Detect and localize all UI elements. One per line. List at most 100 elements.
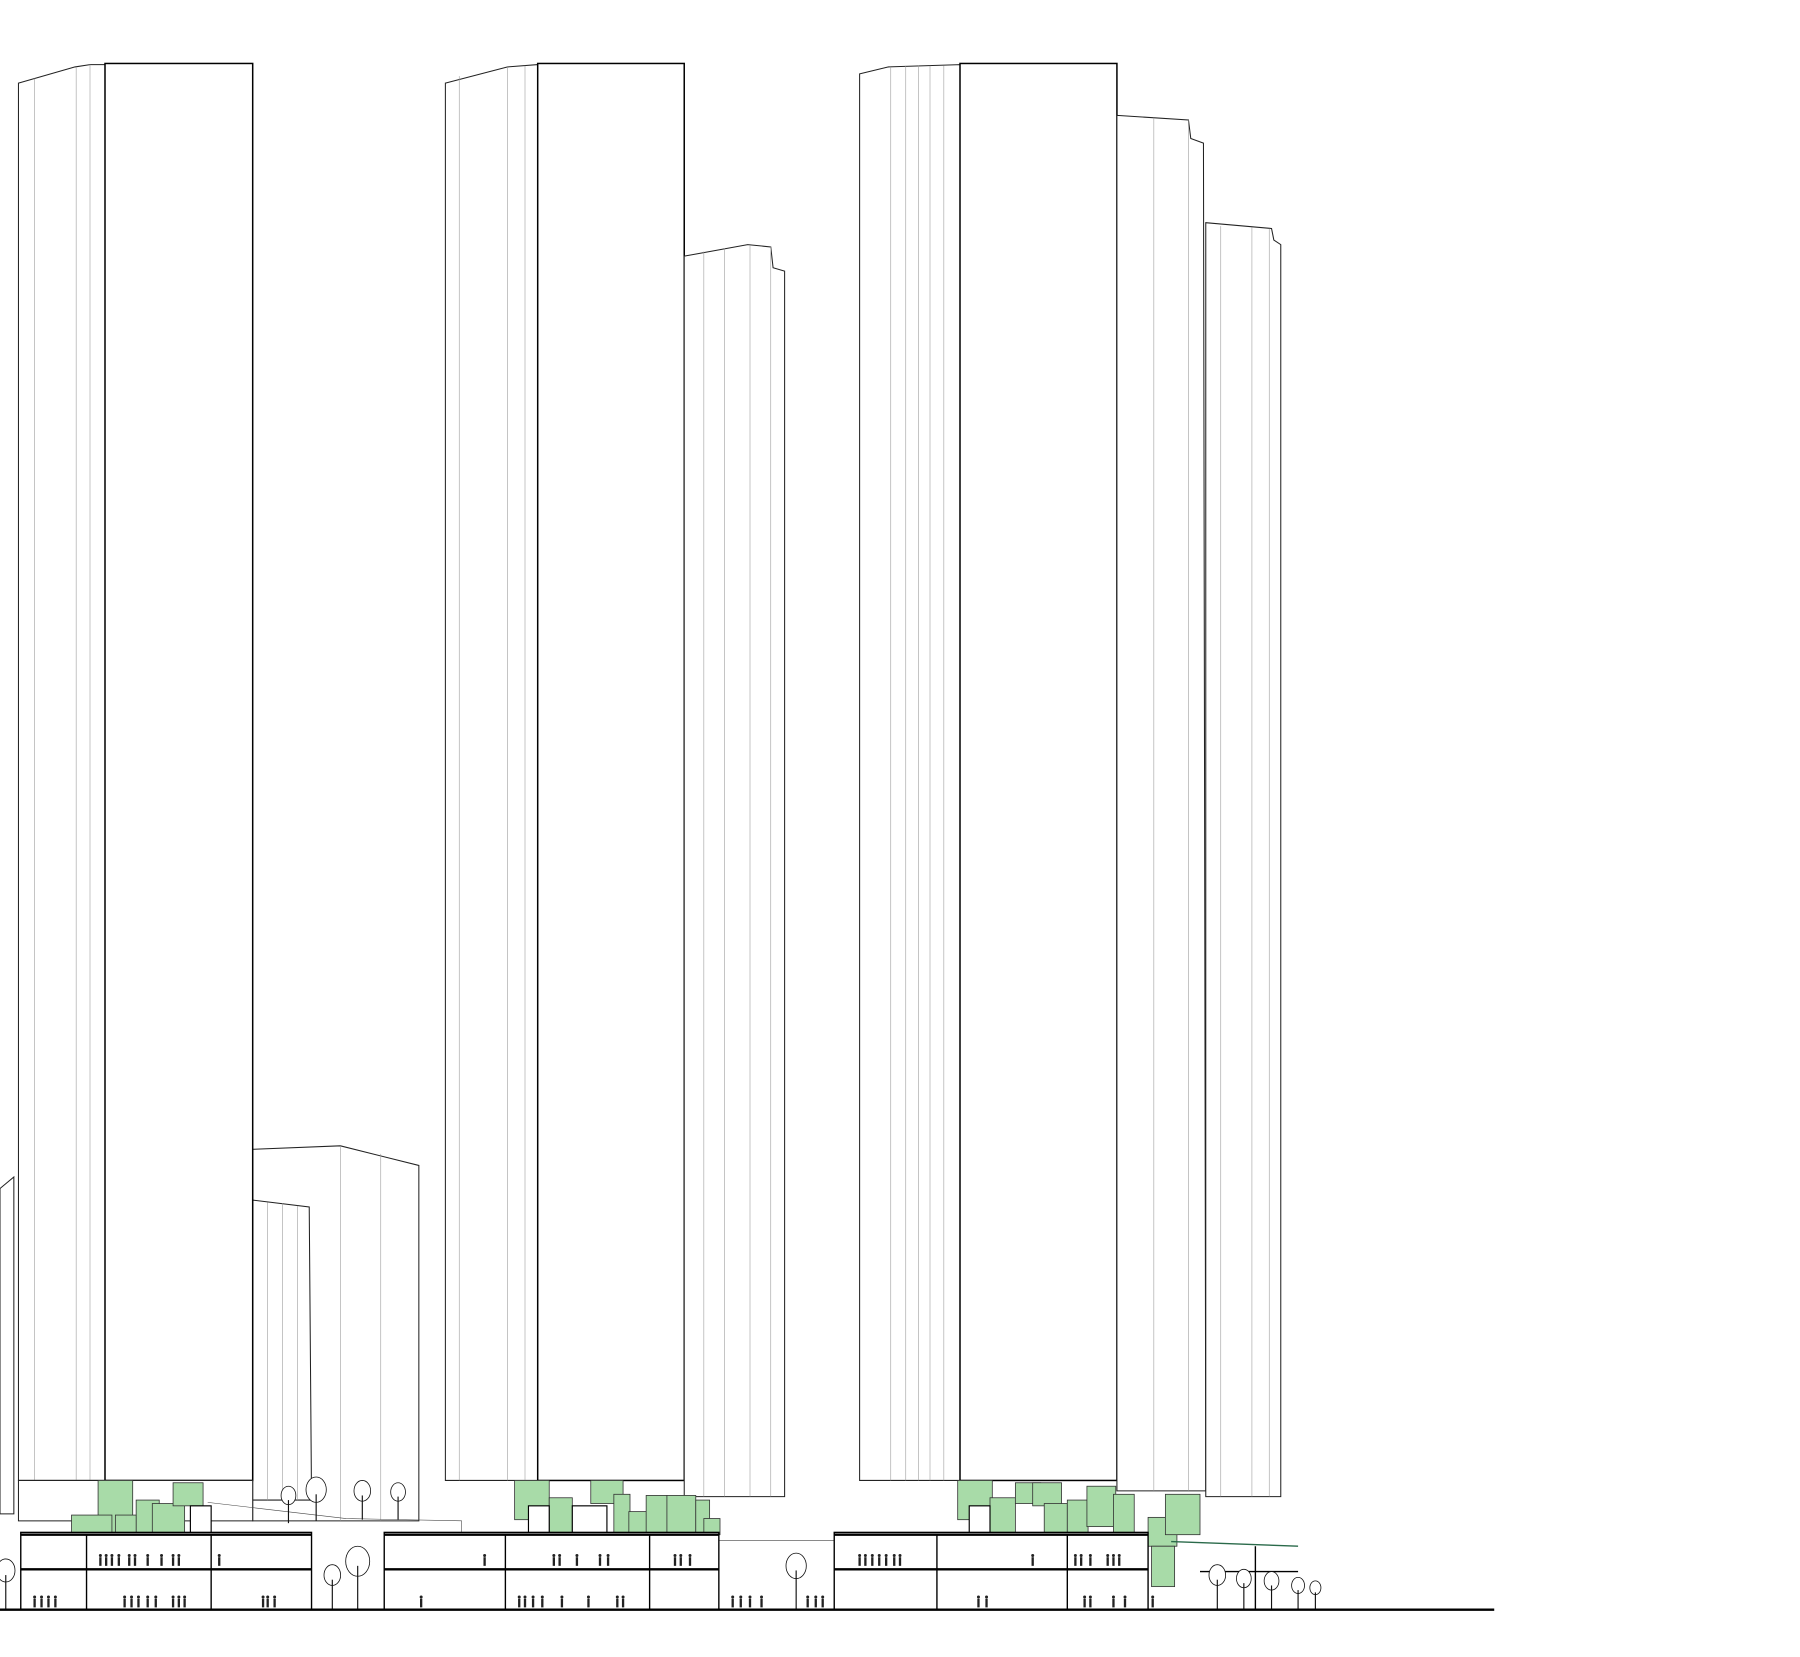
person-icon <box>46 1595 50 1608</box>
person-icon <box>1106 1553 1110 1566</box>
person-body <box>985 1598 988 1608</box>
person-head <box>517 1595 521 1599</box>
person-icon <box>517 1595 521 1608</box>
person-head <box>261 1595 265 1599</box>
person-head <box>123 1595 127 1599</box>
person-icon <box>160 1553 164 1566</box>
green-block <box>1151 1545 1176 1588</box>
person-icon <box>133 1553 137 1566</box>
person-head <box>606 1553 610 1557</box>
person-head <box>1031 1553 1035 1557</box>
green-block <box>645 1495 668 1536</box>
person-head <box>130 1595 134 1599</box>
person-head <box>814 1595 818 1599</box>
person-head <box>40 1595 44 1599</box>
person-icon <box>130 1595 134 1608</box>
person-icon <box>615 1595 619 1608</box>
person-icon <box>261 1595 265 1608</box>
green-block <box>613 1493 631 1536</box>
person-body <box>105 1557 108 1566</box>
person-icon <box>985 1595 989 1608</box>
person-body <box>977 1598 980 1608</box>
person-icon <box>606 1553 610 1566</box>
person-icon <box>217 1553 221 1566</box>
green-block <box>1164 1493 1201 1536</box>
person-head <box>154 1595 158 1599</box>
person-body <box>878 1557 881 1566</box>
person-icon <box>586 1595 590 1608</box>
person-icon <box>598 1553 602 1566</box>
person-icon <box>98 1553 102 1566</box>
person-head <box>892 1553 896 1557</box>
person-head <box>739 1595 743 1599</box>
person-icon <box>154 1595 158 1608</box>
person-head <box>483 1553 487 1557</box>
person-body <box>171 1557 175 1566</box>
person-icon <box>1088 1553 1092 1566</box>
person-icon <box>976 1595 980 1608</box>
person-body <box>183 1598 186 1608</box>
person-head <box>419 1595 423 1599</box>
tree-icon <box>1263 1571 1280 1610</box>
person-icon <box>673 1553 677 1566</box>
person-body <box>266 1598 269 1608</box>
tree-icon <box>323 1564 342 1610</box>
person-head <box>46 1595 50 1599</box>
person-icon <box>739 1595 743 1608</box>
person-icon <box>53 1595 57 1608</box>
green-block <box>548 1497 573 1533</box>
person-head <box>53 1595 57 1599</box>
podium-3 <box>833 1531 1149 1611</box>
person-head <box>540 1595 544 1599</box>
person-icon <box>1073 1553 1077 1566</box>
person-head <box>133 1553 137 1557</box>
person-head <box>146 1553 150 1557</box>
tree-icon <box>390 1482 406 1520</box>
tower-3 <box>859 62 1282 1498</box>
person-head <box>98 1553 102 1557</box>
person-icon <box>760 1595 764 1608</box>
person-body <box>54 1598 57 1608</box>
person-head <box>748 1595 752 1599</box>
tree-icon <box>1236 1568 1252 1610</box>
person-icon <box>1111 1553 1115 1566</box>
person-body <box>1074 1557 1077 1566</box>
person-body <box>117 1557 120 1566</box>
person-head <box>273 1595 277 1599</box>
person-icon <box>273 1595 277 1608</box>
person-head <box>858 1553 862 1557</box>
person-head <box>760 1595 764 1599</box>
person-icon <box>1079 1553 1083 1566</box>
person-icon <box>136 1595 140 1608</box>
person-head <box>679 1553 683 1557</box>
person-head <box>558 1553 562 1557</box>
person-body <box>898 1557 902 1566</box>
person-body <box>821 1598 824 1608</box>
person-head <box>523 1595 527 1599</box>
person-icon <box>146 1553 150 1566</box>
person-head <box>560 1595 564 1599</box>
person-icon <box>1117 1553 1121 1566</box>
person-icon <box>814 1595 818 1608</box>
person-icon <box>552 1553 556 1566</box>
person-body <box>560 1598 564 1608</box>
person-head <box>104 1553 108 1557</box>
person-head <box>1123 1595 1127 1599</box>
green-block <box>1032 1482 1062 1507</box>
person-body <box>218 1557 221 1566</box>
person-body <box>137 1598 140 1608</box>
person-icon <box>806 1595 810 1608</box>
person-head <box>1083 1595 1087 1599</box>
person-head <box>266 1595 270 1599</box>
person-body <box>688 1557 692 1566</box>
person-icon <box>892 1553 896 1566</box>
person-body <box>731 1598 734 1608</box>
person-head <box>1111 1553 1115 1557</box>
person-icon <box>1123 1595 1127 1608</box>
person-body <box>893 1557 896 1566</box>
tree-icon <box>1208 1564 1227 1610</box>
tree-icon <box>345 1545 371 1610</box>
tree-icon <box>1309 1580 1322 1610</box>
person-body <box>1083 1598 1086 1608</box>
person-body <box>1080 1557 1083 1566</box>
